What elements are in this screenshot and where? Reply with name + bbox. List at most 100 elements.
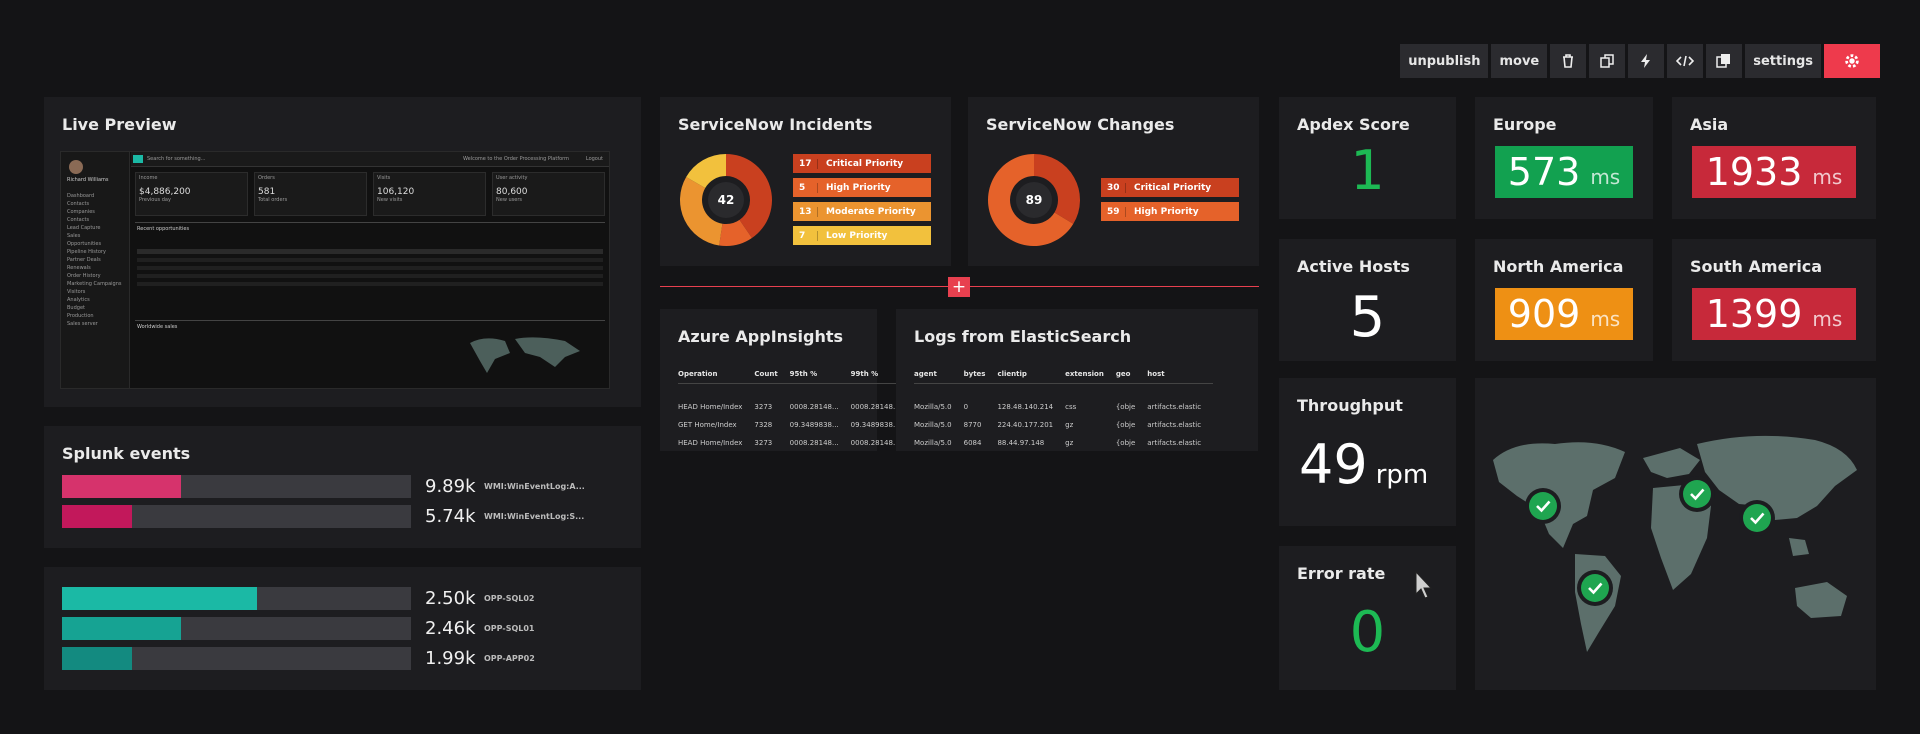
preview-nav-item: Budget	[67, 305, 85, 311]
column-header[interactable]: host	[1147, 370, 1165, 378]
check-icon[interactable]	[1577, 570, 1613, 606]
column-header[interactable]: clientip	[997, 370, 1027, 378]
check-icon[interactable]	[1525, 488, 1561, 524]
embed-button[interactable]	[1667, 44, 1704, 78]
legend-row[interactable]: 5 High Priority	[793, 178, 931, 197]
preview-table-row	[137, 258, 603, 262]
bar-fill	[62, 587, 258, 610]
changes-donut: 89	[988, 154, 1080, 246]
land-masses	[1493, 435, 1857, 652]
table-cell: 224.40.177.201	[997, 421, 1054, 429]
table-cell: HEAD Home/Index	[678, 439, 743, 447]
legend-label: Critical Priority	[826, 158, 904, 169]
legend-row[interactable]: 13 Moderate Priority	[793, 202, 931, 221]
bar-track	[62, 647, 411, 670]
table-row[interactable]: Mozilla/5.0 8770 224.40.177.201 gz {obje arti…	[914, 416, 1213, 434]
move-button[interactable]: move	[1491, 44, 1548, 78]
preview-nav-item: Sales server	[67, 321, 98, 327]
preview-kpi-sub: New users	[496, 197, 523, 203]
actions-button[interactable]	[1628, 44, 1665, 78]
preview-nav-item: Contacts	[67, 217, 90, 223]
bar-row: 5.74k WMI:WinEventLog:S...	[62, 505, 584, 528]
unpublish-button[interactable]: unpublish	[1400, 44, 1489, 78]
legend-row[interactable]: 17 Critical Priority	[793, 154, 931, 173]
preview-section-title: Recent opportunities	[137, 226, 190, 232]
column-header[interactable]: geo	[1115, 370, 1131, 378]
latency-unit: ms	[1812, 165, 1843, 189]
column-header[interactable]: Count	[754, 370, 778, 378]
table-row[interactable]: Mozilla/5.0 6084 88.44.97.148 gz {obje artifa…	[914, 434, 1213, 452]
table-cell: {obje	[1115, 421, 1136, 429]
elasticsearch-logs-widget[interactable]: Logs from ElasticSearch agent bytes client…	[896, 309, 1258, 451]
table-row[interactable]: HEAD Home/Index 3273 0008.28148... 0008.281…	[678, 398, 912, 416]
legend-row[interactable]: 59 High Priority	[1101, 202, 1239, 221]
column-header[interactable]: bytes	[963, 370, 986, 378]
donut-slice	[1034, 154, 1080, 224]
check-icon[interactable]	[1739, 500, 1775, 536]
column-header[interactable]: agent	[914, 370, 937, 378]
table-cell: 0008.28148...	[850, 403, 900, 411]
table-row[interactable]: Mozilla/5.0 0 128.48.140.214 css {obje artifa…	[914, 398, 1213, 416]
duplicate-button[interactable]	[1706, 44, 1743, 78]
copy-button[interactable]	[1589, 44, 1626, 78]
table-cell: 3273	[754, 439, 773, 447]
throughput-value: 49	[1299, 433, 1368, 496]
table-cell: 0	[963, 403, 969, 411]
servicenow-changes-widget[interactable]: ServiceNow Changes 89 30 Critical Priorit…	[968, 97, 1259, 266]
incidents-donut: 42	[680, 154, 772, 246]
bar-value: 2.50k	[425, 588, 476, 609]
throughput-widget[interactable]: Throughput 49 rpm	[1279, 378, 1456, 526]
menu-icon	[133, 155, 143, 163]
region-north-america-widget[interactable]: North America 909 ms	[1475, 239, 1653, 361]
donut-slice	[726, 154, 772, 239]
gear-button[interactable]	[1824, 44, 1880, 78]
splunk-events-widget[interactable]: Splunk events 9.89k WMI:WinEventLog:A... 5…	[44, 426, 641, 548]
preview-nav-item: Lead Capture	[67, 225, 101, 231]
preview-table-header	[137, 249, 603, 254]
preview-kpi-label: Orders	[258, 175, 275, 181]
widget-title: Europe	[1493, 115, 1557, 134]
region-asia-widget[interactable]: Asia 1933 ms	[1672, 97, 1876, 219]
preview-kpi-sub: Total orders	[258, 197, 288, 203]
preview-kpi-card: Orders 581 Total orders	[254, 172, 367, 216]
table-row[interactable]: HEAD Home/Index 3273 0008.28148... 0008.281…	[678, 434, 912, 452]
preview-nav-item: Renewals	[67, 265, 91, 271]
region-latency: 1933 ms	[1692, 146, 1856, 198]
legend-row[interactable]: 30 Critical Priority	[1101, 178, 1239, 197]
apdex-score-widget[interactable]: Apdex Score 1	[1279, 97, 1456, 219]
table-cell: 88.44.97.148	[997, 439, 1045, 447]
gear-icon	[1845, 54, 1859, 68]
server-events-widget[interactable]: 2.50k OPP-SQL02 2.46k OPP-SQL01 1.99k OPP-APP…	[44, 567, 641, 690]
check-icon[interactable]	[1679, 476, 1715, 512]
preview-kpi-label: Visits	[377, 175, 391, 181]
azure-appinsights-widget[interactable]: Azure AppInsights Operation Count 95th % 99…	[660, 309, 912, 451]
delete-button[interactable]	[1550, 44, 1587, 78]
region-latency: 573 ms	[1495, 146, 1633, 198]
legend-label: Moderate Priority	[826, 206, 916, 217]
table-spacer	[678, 383, 912, 398]
table-row[interactable]: GET Home/Index 7328 09.3489838... 09.348983…	[678, 416, 912, 434]
settings-button[interactable]: settings	[1745, 44, 1821, 78]
active-hosts-widget[interactable]: Active Hosts 5	[1279, 239, 1456, 361]
widget-title: ServiceNow Incidents	[678, 115, 873, 134]
preview-logout: Logout	[585, 156, 603, 162]
bar-fill	[62, 505, 132, 528]
region-europe-widget[interactable]: Europe 573 ms	[1475, 97, 1653, 219]
legend-count: 17	[793, 158, 818, 169]
add-widget-button[interactable]: +	[948, 277, 970, 297]
error-rate-widget[interactable]: Error rate 0	[1279, 546, 1456, 690]
bar-value: 2.46k	[425, 618, 476, 639]
region-latency: 1399 ms	[1692, 288, 1856, 340]
legend-row[interactable]: 7 Low Priority	[793, 226, 931, 245]
region-south-america-widget[interactable]: South America 1399 ms	[1672, 239, 1876, 361]
latency-unit: ms	[1812, 307, 1843, 331]
column-header[interactable]: 95th %	[789, 370, 818, 378]
world-map-widget[interactable]	[1475, 378, 1876, 690]
column-header[interactable]: 99th %	[850, 370, 879, 378]
preview-topbar: Search for something... Welcome to the O…	[131, 152, 609, 167]
servicenow-incidents-widget[interactable]: ServiceNow Incidents 42 17 Critical Prior…	[660, 97, 951, 266]
preview-nav-item: Analytics	[67, 297, 90, 303]
column-header[interactable]: Operation	[678, 370, 718, 378]
live-preview-widget[interactable]: Live Preview Richard Williams Dashboard C…	[44, 97, 641, 407]
column-header[interactable]: extension	[1065, 370, 1104, 378]
